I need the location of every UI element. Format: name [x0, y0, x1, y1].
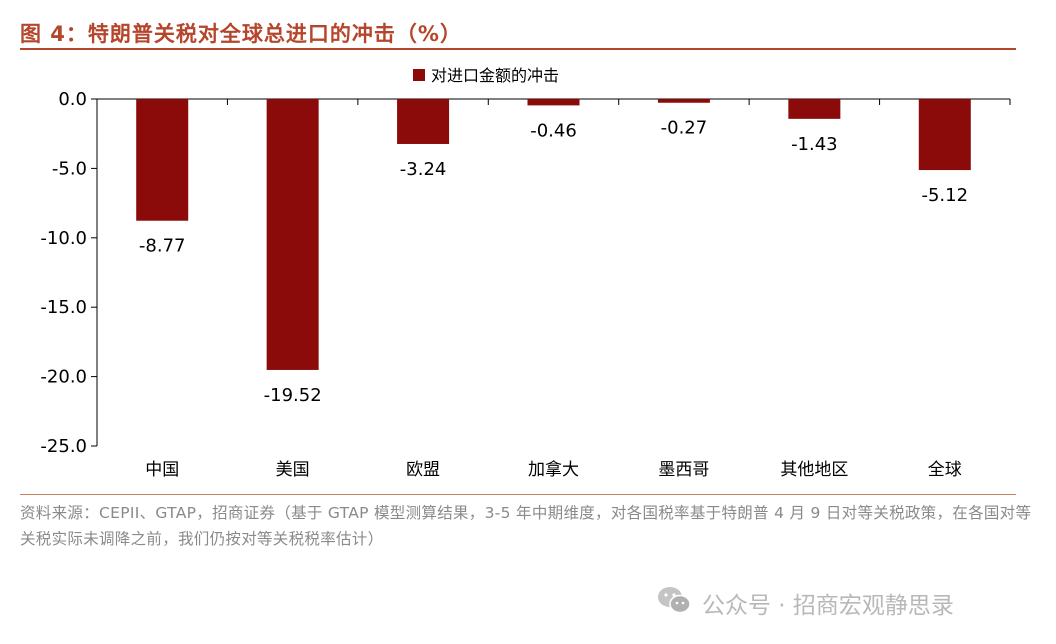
- y-tick-label: -25.0: [40, 436, 87, 457]
- data-label: -0.46: [530, 120, 577, 141]
- bar: [527, 99, 580, 106]
- y-tick-label: -20.0: [40, 367, 87, 388]
- y-tick-label: -15.0: [40, 297, 87, 318]
- y-axis: 0.0 -5.0 -10.0 -15.0 -20.0 -25.0: [40, 89, 98, 457]
- source-note: 资料来源：CEPII、GTAP，招商证券（基于 GTAP 模型测算结果，3-5 …: [20, 504, 1032, 548]
- bar: [397, 99, 450, 144]
- watermark: 公众号 · 招商宏观静思录: [656, 586, 954, 620]
- data-label: -5.12: [921, 185, 968, 206]
- bar: [918, 99, 971, 171]
- legend-swatch: [413, 69, 425, 81]
- legend: 对进口金额的冲击: [413, 66, 559, 85]
- x-axis: 中国 美国 欧盟 加拿大 墨西哥 其他地区 全球: [96, 98, 1011, 480]
- y-tick-label: -10.0: [40, 228, 87, 249]
- source-divider: [20, 494, 1016, 495]
- x-tick-label: 墨西哥: [658, 460, 709, 480]
- bars: -8.77 -19.52 -3.24 -0.46 -0.27 -1.43 -5.12: [136, 99, 971, 406]
- data-label: -8.77: [139, 236, 186, 257]
- x-tick-label: 美国: [276, 460, 310, 480]
- bar: [266, 99, 319, 370]
- y-tick-label: -5.0: [52, 158, 87, 179]
- figure-title: 图 4：特朗普关税对全球总进口的冲击（%）: [20, 22, 462, 46]
- x-tick-label: 欧盟: [406, 460, 440, 480]
- bar-chart: 对进口金额的冲击 0.0 -5.0 -10.0 -15.0 -20.0 -25.0 中国 美…: [40, 66, 1011, 480]
- x-tick-label: 加拿大: [528, 459, 579, 480]
- data-label: -1.43: [791, 134, 838, 155]
- x-tick-label: 其他地区: [780, 460, 848, 480]
- wechat-icon: [656, 585, 692, 621]
- watermark-text: 公众号 · 招商宏观静思录: [702, 593, 954, 619]
- data-label: -19.52: [264, 385, 322, 406]
- bar: [136, 99, 189, 221]
- x-tick-label: 中国: [145, 460, 179, 480]
- x-tick-label: 全球: [928, 460, 962, 480]
- legend-label: 对进口金额的冲击: [431, 66, 559, 85]
- bar: [788, 99, 841, 119]
- y-tick-label: 0.0: [58, 89, 87, 110]
- data-label: -3.24: [400, 159, 447, 180]
- title-divider: [20, 48, 1016, 50]
- bar: [657, 99, 710, 103]
- data-label: -0.27: [661, 118, 708, 139]
